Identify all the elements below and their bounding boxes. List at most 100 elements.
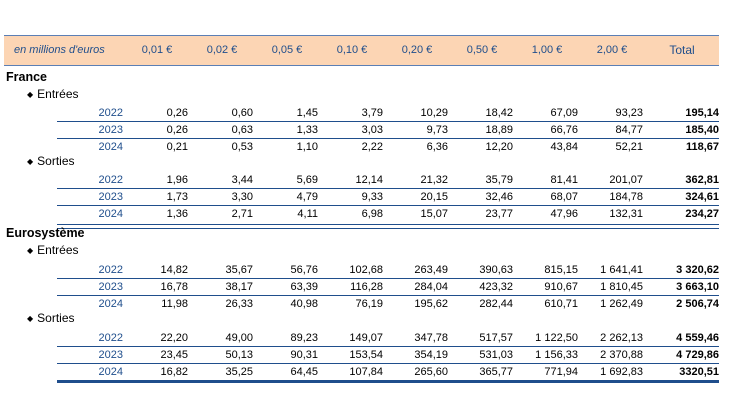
- group-label: ◆ Entrées: [27, 243, 79, 257]
- cell-value: 16,82: [160, 366, 188, 378]
- cell-value: 11,98: [161, 298, 188, 310]
- units-label: en millions d'euros: [14, 44, 105, 56]
- row-year: 2023: [98, 281, 123, 293]
- cell-value: 50,13: [225, 349, 253, 361]
- group-label: ◆ Sorties: [27, 154, 75, 168]
- row-divider: [57, 363, 719, 364]
- group-label: ◆ Sorties: [27, 311, 75, 325]
- cell-value: 38,17: [225, 281, 253, 293]
- cell-value: 63,39: [290, 281, 318, 293]
- cell-value: 93,23: [615, 107, 643, 119]
- row-year: 2024: [98, 366, 123, 378]
- cell-value: 81,41: [550, 174, 578, 186]
- cell-total: 195,14: [685, 107, 719, 119]
- cell-value: 35,67: [225, 264, 253, 276]
- cell-value: 4,79: [296, 191, 318, 203]
- row-year: 2024: [98, 208, 123, 220]
- cell-value: 1 692,83: [600, 366, 643, 378]
- cell-value: 184,78: [609, 191, 643, 203]
- cell-value: 1,33: [296, 124, 318, 136]
- row-year: 2022: [98, 264, 123, 276]
- cell-value: 107,84: [349, 366, 383, 378]
- cell-value: 265,60: [414, 366, 448, 378]
- section-title: Eurosystème: [6, 226, 85, 240]
- bullet-icon: ◆: [27, 246, 34, 255]
- cell-total: 234,27: [685, 208, 719, 220]
- cell-value: 531,03: [479, 349, 513, 361]
- cell-total: 3320,51: [679, 366, 719, 378]
- cell-value: 263,49: [414, 264, 448, 276]
- table-row: 2022 0,26 0,60 1,45 3,79 10,29 18,42 67,09 93,23…: [0, 105, 730, 121]
- row-divider: [57, 188, 719, 189]
- table-row: 2023 1,73 3,30 4,79 9,33 20,15 32,46 68,07 184,7…: [0, 189, 730, 205]
- bullet-icon: ◆: [27, 90, 34, 99]
- group-label-text: Entrées: [37, 243, 79, 257]
- cell-value: 1 122,50: [535, 332, 578, 344]
- column-header-0-02: 0,02 €: [206, 44, 238, 56]
- cell-value: 0,60: [231, 107, 253, 119]
- cell-value: 354,19: [414, 349, 448, 361]
- table-bottom-border: [57, 380, 719, 383]
- cell-value: 52,21: [615, 141, 643, 153]
- column-header-0-01: 0,01 €: [141, 44, 173, 56]
- cell-total: 324,61: [685, 191, 719, 203]
- row-divider: [57, 121, 719, 122]
- column-header-0-20: 0,20 €: [401, 44, 433, 56]
- cell-total: 362,81: [685, 174, 719, 186]
- cell-value: 1 810,45: [600, 281, 643, 293]
- cell-value: 132,31: [609, 208, 643, 220]
- table-row: 2024 1,36 2,71 4,11 6,98 15,07 23,77 47,96 132,3…: [0, 206, 730, 222]
- cell-value: 2 370,88: [600, 349, 643, 361]
- group-label-text: Sorties: [37, 311, 75, 325]
- cell-value: 347,78: [414, 332, 448, 344]
- cell-value: 1,36: [166, 208, 188, 220]
- cell-value: 16,78: [160, 281, 188, 293]
- cell-value: 149,07: [349, 332, 383, 344]
- cell-value: 610,71: [544, 298, 578, 310]
- cell-value: 89,23: [290, 332, 318, 344]
- cell-value: 517,57: [479, 332, 513, 344]
- table-row: 2024 11,98 26,33 40,98 76,19 195,62 282,44 610,…: [0, 296, 730, 312]
- cell-value: 12,14: [355, 174, 383, 186]
- cell-value: 0,26: [166, 124, 188, 136]
- cell-value: 365,77: [479, 366, 513, 378]
- cell-value: 2 262,13: [600, 332, 643, 344]
- column-header-0-50: 0,50 €: [466, 44, 498, 56]
- cell-value: 771,94: [544, 366, 578, 378]
- cell-total: 4 729,86: [676, 349, 719, 361]
- cell-value: 9,73: [426, 124, 448, 136]
- cell-total: 3 320,62: [676, 264, 719, 276]
- table-row: 2022 22,20 49,00 89,23 149,07 347,78 517,57 1 1…: [0, 330, 730, 346]
- row-year: 2022: [98, 174, 123, 186]
- cell-value: 0,53: [231, 141, 253, 153]
- cell-value: 84,77: [615, 124, 643, 136]
- table-row: 2022 14,82 35,67 56,76 102,68 263,49 390,63 815…: [0, 262, 730, 278]
- table-row: 2023 23,45 50,13 90,31 153,54 354,19 531,03 1 1…: [0, 347, 730, 363]
- cell-value: 35,25: [225, 366, 253, 378]
- cell-value: 1 641,41: [600, 264, 643, 276]
- row-divider: [57, 295, 719, 296]
- cell-value: 5,69: [296, 174, 318, 186]
- cell-value: 9,33: [361, 191, 383, 203]
- cell-value: 32,46: [485, 191, 513, 203]
- table-row: 2024 0,21 0,53 1,10 2,22 6,36 12,20 43,84 52,21 1…: [0, 139, 730, 155]
- cell-value: 23,45: [160, 349, 188, 361]
- cell-value: 102,68: [349, 264, 383, 276]
- cell-value: 910,67: [544, 281, 578, 293]
- cell-value: 815,15: [544, 264, 578, 276]
- cell-value: 49,00: [225, 332, 253, 344]
- column-header-2-00: 2,00 €: [596, 44, 628, 56]
- cell-value: 1 156,33: [535, 349, 578, 361]
- cell-value: 3,44: [231, 174, 253, 186]
- cell-value: 390,63: [479, 264, 513, 276]
- cell-value: 6,98: [361, 208, 383, 220]
- row-year: 2024: [98, 298, 123, 310]
- cell-value: 14,82: [160, 264, 188, 276]
- column-header-0-10: 0,10 €: [336, 44, 368, 56]
- cell-value: 3,79: [361, 107, 383, 119]
- cell-value: 3,03: [361, 124, 383, 136]
- table-row: 2024 16,82 35,25 64,45 107,84 265,60 365,77 771…: [0, 364, 730, 380]
- table-row: 2023 16,78 38,17 63,39 116,28 284,04 423,32 910…: [0, 279, 730, 295]
- cell-value: 1,96: [166, 174, 188, 186]
